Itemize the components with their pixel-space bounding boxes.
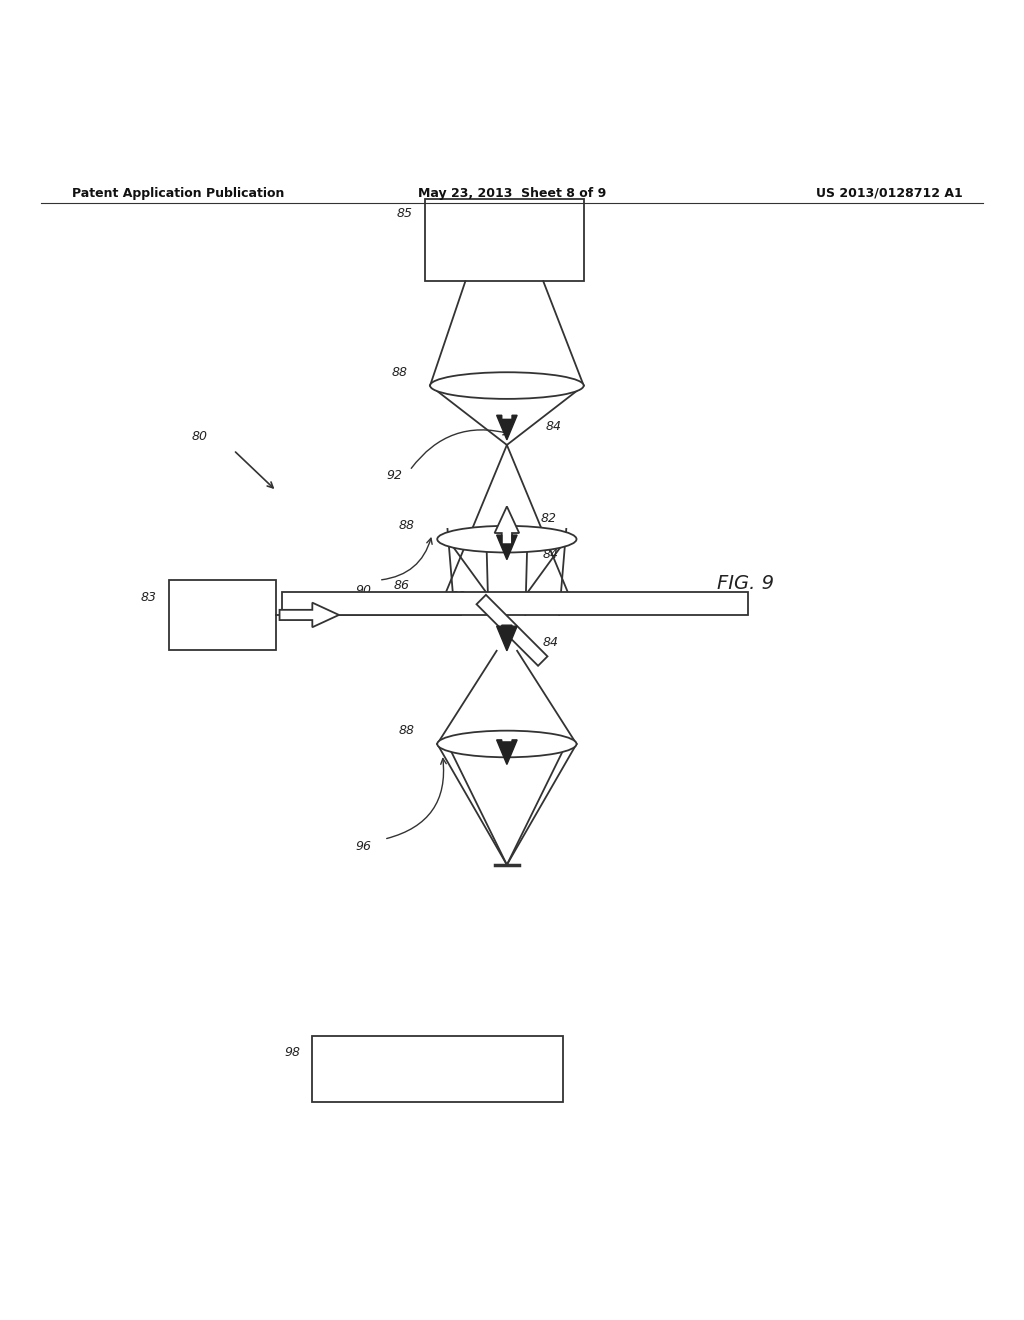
FancyArrow shape bbox=[497, 626, 517, 651]
Text: 82: 82 bbox=[541, 512, 557, 525]
FancyArrow shape bbox=[497, 741, 517, 764]
Bar bbox=[282, 593, 748, 615]
Text: 80: 80 bbox=[191, 430, 208, 444]
Text: US 2013/0128712 A1: US 2013/0128712 A1 bbox=[816, 186, 963, 199]
FancyArrow shape bbox=[497, 535, 517, 560]
FancyArrow shape bbox=[497, 416, 517, 440]
Text: Patent Application Publication: Patent Application Publication bbox=[72, 186, 284, 199]
Text: 84: 84 bbox=[543, 636, 559, 649]
Text: 82: 82 bbox=[451, 590, 467, 603]
Bar bbox=[169, 579, 276, 649]
Text: 90: 90 bbox=[355, 583, 372, 597]
Text: 84: 84 bbox=[543, 548, 559, 561]
Text: FIG. 9: FIG. 9 bbox=[717, 574, 774, 593]
Ellipse shape bbox=[430, 372, 584, 399]
Text: 86: 86 bbox=[393, 578, 410, 591]
Ellipse shape bbox=[437, 525, 577, 553]
Text: 94: 94 bbox=[594, 602, 610, 614]
FancyArrow shape bbox=[280, 603, 339, 627]
Text: 96: 96 bbox=[355, 840, 372, 853]
Bar bbox=[425, 199, 584, 281]
Text: 88: 88 bbox=[398, 725, 415, 737]
Text: 83: 83 bbox=[140, 591, 157, 605]
Text: May 23, 2013  Sheet 8 of 9: May 23, 2013 Sheet 8 of 9 bbox=[418, 186, 606, 199]
Text: 84: 84 bbox=[546, 420, 562, 433]
Bar bbox=[312, 1036, 563, 1102]
Text: 85: 85 bbox=[396, 207, 413, 220]
FancyArrow shape bbox=[495, 507, 519, 544]
Text: 88: 88 bbox=[391, 366, 408, 379]
Text: 88: 88 bbox=[398, 519, 415, 532]
Ellipse shape bbox=[437, 731, 577, 758]
Text: 92: 92 bbox=[386, 469, 402, 482]
Text: 98: 98 bbox=[284, 1045, 300, 1059]
Polygon shape bbox=[476, 595, 548, 665]
